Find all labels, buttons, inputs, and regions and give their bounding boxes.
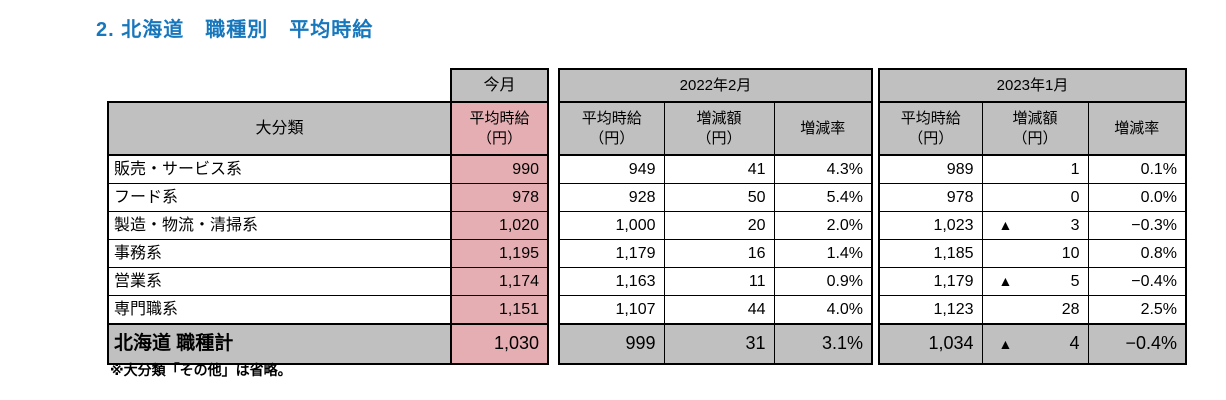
cell-diff-2022: 20 [663, 211, 775, 240]
cell-category: 販売・サービス系 [107, 154, 452, 184]
cell-current-wage: 978 [450, 183, 549, 212]
footnote: ※大分類「その他」は省略。 [110, 362, 292, 378]
cell-wage-2023: 1,123 [878, 295, 983, 325]
cell-rate-2022: 4.3% [773, 154, 874, 184]
cell-rate-2022: 1.4% [773, 239, 874, 268]
cell-wage-2022: 1,000 [558, 211, 665, 240]
cell-wage-2022: 1,107 [558, 295, 665, 325]
total-wage-2023: 1,034 [878, 323, 983, 365]
cell-wage-2023: 1,179 [878, 267, 983, 296]
total-wage-2022: 999 [558, 323, 665, 365]
current-wage-col-header: 平均時給 （円） [450, 101, 549, 156]
cell-category: フード系 [107, 183, 452, 212]
category-current-table: 今月 大分類 平均時給 （円） 販売・サービス系 990 フード系 978 製造・物… [107, 68, 549, 365]
cell-rate-2023: 0.0% [1087, 183, 1188, 212]
cell-diff-2023: 0 [981, 183, 1089, 212]
cell-rate-2023: 0.8% [1087, 239, 1188, 268]
cell-current-wage: 1,020 [450, 211, 549, 240]
cell-rate-2023: −0.3% [1087, 211, 1188, 240]
cell-rate-2022: 2.0% [773, 211, 874, 240]
negative-triangle-mark: ▲ [998, 273, 1013, 290]
cell-diff-2023: 10 [981, 239, 1089, 268]
negative-triangle-mark: ▲ [998, 335, 1013, 352]
wage-col-header-2023: 平均時給 （円） [878, 101, 983, 156]
diff-value: 28 [1061, 300, 1080, 318]
cell-rate-2023: −0.4% [1087, 267, 1188, 296]
cell-current-wage: 1,151 [450, 295, 549, 325]
cell-category: 専門職系 [107, 295, 452, 325]
cell-diff-2022: 44 [663, 295, 775, 325]
cell-wage-2023: 1,023 [878, 211, 983, 240]
cell-diff-2023: ▲ 5 [981, 267, 1089, 296]
cell-rate-2022: 0.9% [773, 267, 874, 296]
cell-rate-2023: 0.1% [1087, 154, 1188, 184]
cell-category: 事務系 [107, 239, 452, 268]
total-rate-2023: −0.4% [1087, 323, 1188, 365]
rate-col-header-2022: 増減率 [773, 101, 874, 156]
diff-col-header-2022: 増減額 （円） [663, 101, 775, 156]
cell-wage-2022: 1,179 [558, 239, 665, 268]
cell-rate-2022: 5.4% [773, 183, 874, 212]
cell-category: 営業系 [107, 267, 452, 296]
category-header: 大分類 [107, 101, 452, 156]
rate-col-header-2023: 増減率 [1087, 101, 1188, 156]
total-row-label: 北海道 職種計 [107, 323, 452, 365]
cell-wage-2023: 989 [878, 154, 983, 184]
cell-wage-2022: 1,163 [558, 267, 665, 296]
cell-diff-2023: 28 [981, 295, 1089, 325]
cell-diff-2022: 41 [663, 154, 775, 184]
cell-wage-2023: 1,185 [878, 239, 983, 268]
group-2023-header: 2023年1月 [877, 68, 1188, 103]
cell-current-wage: 1,195 [450, 239, 549, 268]
diff-value: 10 [1061, 244, 1080, 262]
cell-rate-2022: 4.0% [773, 295, 874, 325]
cell-diff-2022: 50 [663, 183, 775, 212]
diff-value: 3 [1070, 216, 1080, 234]
diff-col-header-2023: 増減額 （円） [981, 101, 1089, 156]
wage-col-header-2022: 平均時給 （円） [558, 101, 665, 156]
spacer-cell [108, 69, 451, 102]
diff-value: 0 [1070, 188, 1080, 206]
negative-triangle-mark: ▲ [998, 217, 1013, 234]
table-2023: 2023年1月 平均時給 （円） 増減額 （円） 増減率 989 1 0.1% … [877, 68, 1188, 365]
group-2022-header: 2022年2月 [557, 68, 874, 103]
cell-wage-2023: 978 [878, 183, 983, 212]
cell-wage-2022: 928 [558, 183, 665, 212]
cell-rate-2023: 2.5% [1087, 295, 1188, 325]
cell-diff-2022: 16 [663, 239, 775, 268]
total-diff-2023: ▲ 4 [981, 323, 1089, 365]
cell-current-wage: 1,174 [450, 267, 549, 296]
diff-value: 1 [1070, 160, 1080, 178]
cell-category: 製造・物流・清掃系 [107, 211, 452, 240]
diff-value: 5 [1070, 272, 1080, 290]
cell-current-wage: 990 [450, 154, 549, 184]
total-current-wage: 1,030 [450, 323, 549, 365]
cell-diff-2022: 11 [663, 267, 775, 296]
total-rate-2022: 3.1% [773, 323, 874, 365]
current-month-header: 今月 [450, 68, 549, 103]
total-diff-2022: 31 [663, 323, 775, 365]
cell-wage-2022: 949 [558, 154, 665, 184]
cell-diff-2023: 1 [981, 154, 1089, 184]
page-title: 2. 北海道 職種別 平均時給 [96, 19, 374, 41]
table-2022: 2022年2月 平均時給 （円） 増減額 （円） 増減率 949 41 4.3% 9… [557, 68, 874, 365]
cell-diff-2023: ▲ 3 [981, 211, 1089, 240]
diff-value: 4 [1069, 333, 1080, 354]
